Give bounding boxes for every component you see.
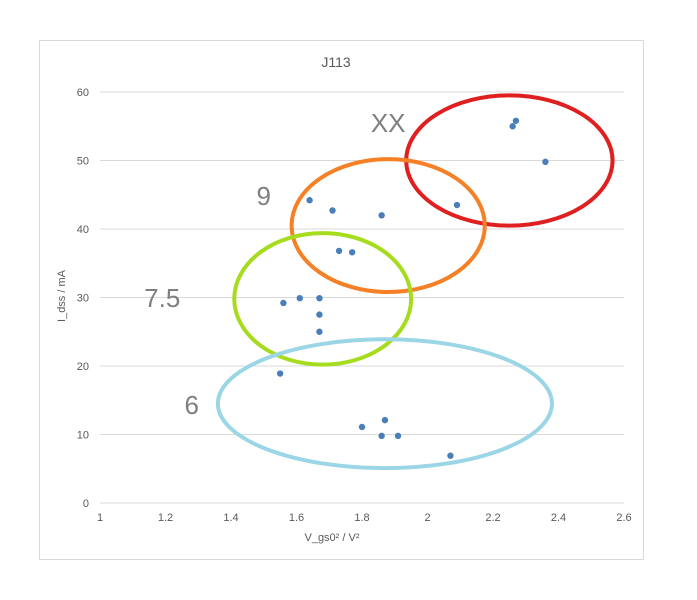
chart-title: J113 xyxy=(321,54,351,70)
group-ellipse xyxy=(289,157,487,295)
data-point xyxy=(296,294,303,302)
x-tick-label: 2.4 xyxy=(551,512,566,524)
data-point xyxy=(316,328,323,335)
data-point xyxy=(378,212,385,219)
data-point xyxy=(306,197,313,204)
chart-area: J113 1 1.2 1.4 1.6 1.8 2 2.2 2.4 2.6 0 10 20 30 40 50 6… xyxy=(39,40,644,560)
y-tick-label: 10 xyxy=(77,430,89,442)
group-label: 9 xyxy=(257,181,271,211)
group-label: 6 xyxy=(184,390,198,420)
group-label: XX xyxy=(371,108,406,138)
x-tick-label: 1.2 xyxy=(158,512,173,524)
y-tick-label: 20 xyxy=(77,361,89,373)
tick-labels: 1 1.2 1.4 1.6 1.8 2 2.2 2.4 2.6 0 10 20 30 40 50 60 xyxy=(77,87,632,524)
data-point xyxy=(316,311,323,318)
y-tick-label: 30 xyxy=(77,293,89,305)
data-point xyxy=(378,432,385,440)
x-tick-label: 1.8 xyxy=(354,512,369,524)
data-point xyxy=(453,201,461,209)
data-point xyxy=(509,123,516,130)
data-point xyxy=(348,249,356,256)
data-point xyxy=(542,158,549,166)
data-points xyxy=(276,117,549,459)
data-point xyxy=(394,432,402,440)
x-tick-label: 1.4 xyxy=(223,512,238,524)
x-tick-label: 2.6 xyxy=(616,512,631,524)
data-point xyxy=(358,423,366,431)
data-point xyxy=(381,416,389,424)
data-point xyxy=(335,247,343,255)
x-tick-label: 2 xyxy=(424,512,430,524)
group-ellipses xyxy=(215,93,615,471)
group-ellipse xyxy=(232,231,414,367)
x-tick-label: 1.6 xyxy=(289,512,304,524)
data-point xyxy=(512,117,520,124)
x-tick-label: 1 xyxy=(97,512,103,524)
y-axis-title: I_dss / mA xyxy=(56,269,68,322)
group-ellipse xyxy=(215,337,554,471)
data-point xyxy=(280,299,287,307)
data-point xyxy=(447,452,454,459)
data-point xyxy=(276,370,284,377)
y-tick-label: 50 xyxy=(77,156,89,168)
x-tick-label: 2.2 xyxy=(485,512,500,524)
data-point xyxy=(329,207,336,214)
group-annotations: XX 9 7.5 6 xyxy=(144,108,405,420)
data-point xyxy=(316,294,323,302)
scatter-chart: J113 1 1.2 1.4 1.6 1.8 2 2.2 2.4 2.6 0 10 20 30 40 50 6… xyxy=(56,54,632,544)
y-tick-label: 60 xyxy=(77,87,89,99)
x-axis-title: V_gs0² / V² xyxy=(304,532,359,544)
y-tick-label: 40 xyxy=(77,224,89,236)
group-label: 7.5 xyxy=(144,283,180,313)
y-tick-label: 0 xyxy=(83,498,89,510)
